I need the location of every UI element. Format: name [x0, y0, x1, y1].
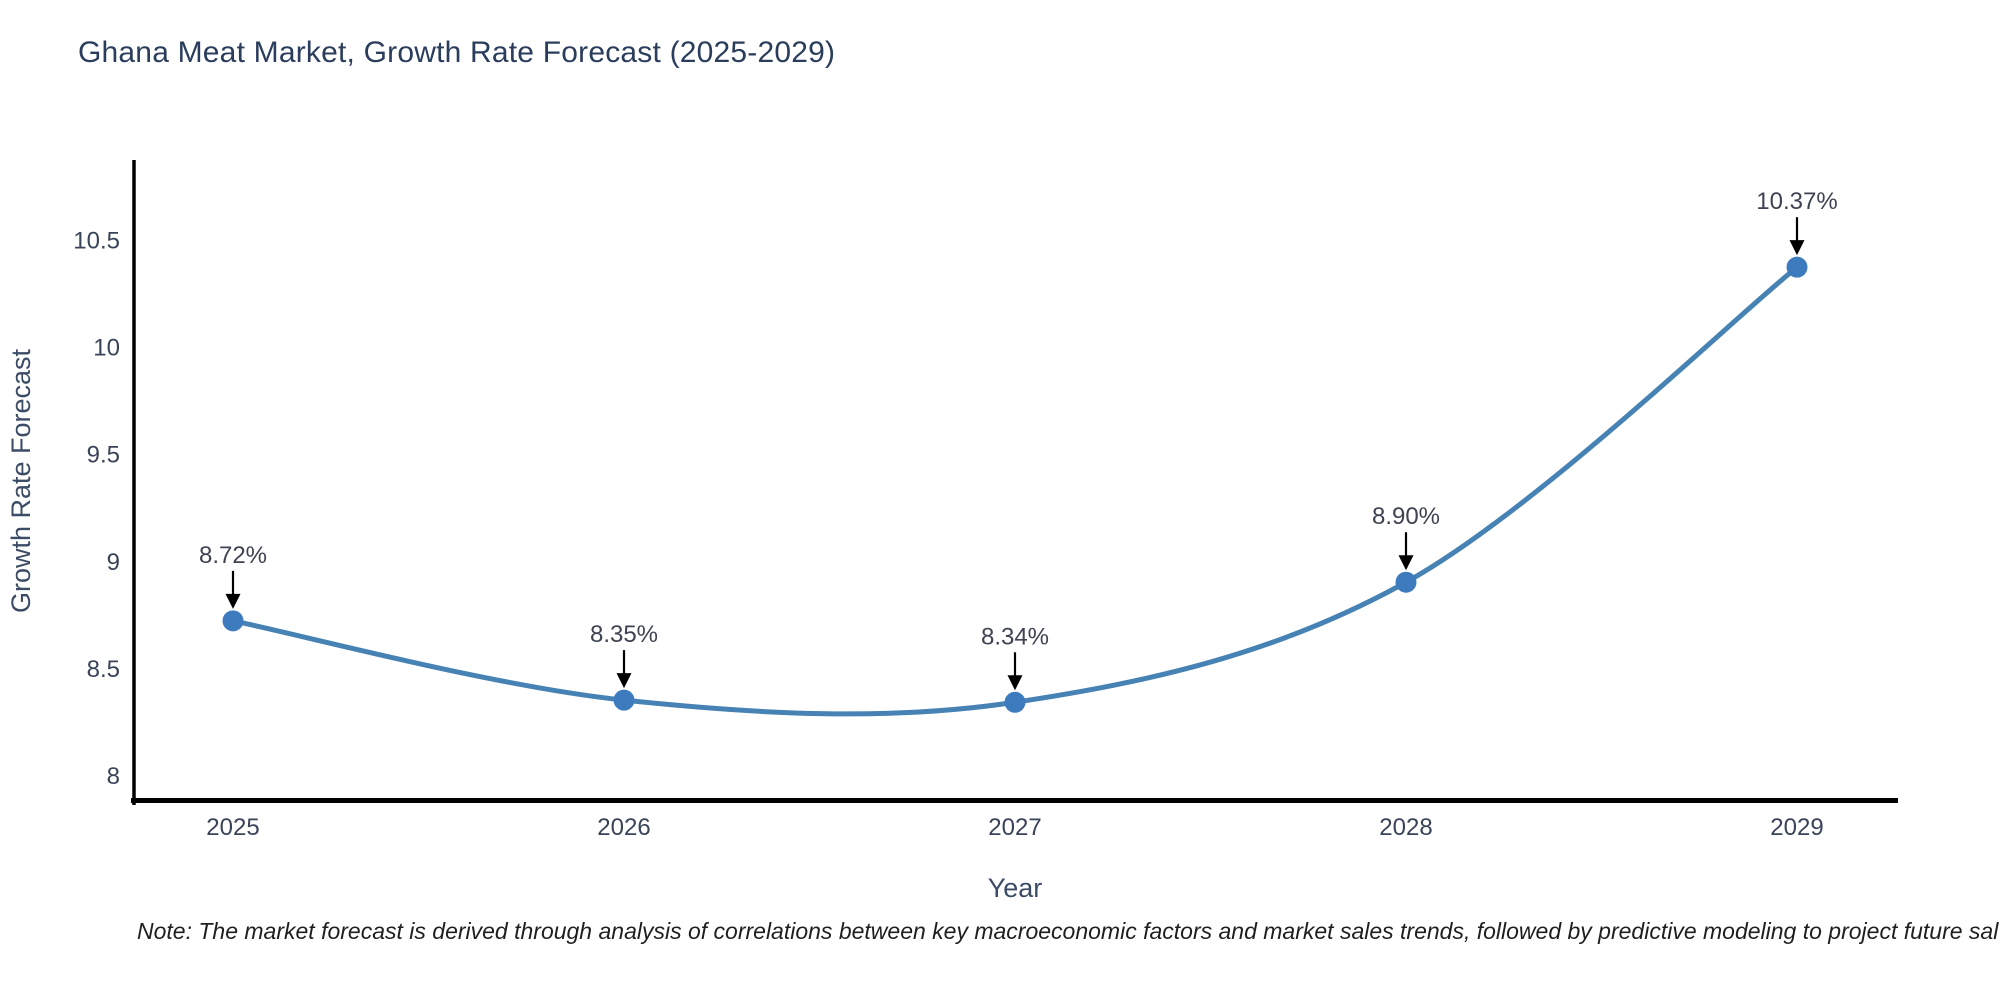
point-annotations: 8.72% 8.35% 8.34% 8.90% 10.37% [199, 188, 1838, 691]
y-tick-label: 10 [93, 334, 120, 361]
data-point-marker[interactable] [1786, 256, 1808, 278]
point-annotation: 8.35% [590, 621, 658, 689]
point-value-label: 8.72% [199, 542, 267, 569]
y-tick-label: 10.5 [73, 227, 120, 254]
annotation-arrowhead-icon [616, 673, 632, 689]
x-tick-label: 2026 [597, 814, 650, 841]
x-tick-label: 2028 [1379, 814, 1432, 841]
annotation-arrowhead-icon [1007, 675, 1023, 691]
point-value-label: 10.37% [1756, 188, 1837, 215]
point-value-label: 8.90% [1372, 503, 1440, 530]
point-annotation: 8.34% [981, 623, 1049, 691]
x-tick-label: 2029 [1770, 814, 1823, 841]
y-axis-title: Growth Rate Forecast [6, 348, 36, 613]
annotation-arrowhead-icon [225, 593, 241, 609]
y-tick-label: 9 [107, 549, 120, 576]
x-tick-label: 2027 [988, 814, 1041, 841]
x-tick-label: 2025 [206, 814, 259, 841]
point-value-label: 8.35% [590, 621, 658, 648]
point-value-label: 8.34% [981, 623, 1049, 650]
y-tick-label: 8.5 [87, 656, 120, 683]
annotation-arrowhead-icon [1398, 555, 1414, 571]
x-axis-tick-labels: 2025 2026 2027 2028 2029 [206, 814, 1823, 841]
data-point-marker[interactable] [1004, 691, 1026, 713]
y-axis-tick-labels: 8 8.5 9 9.5 10 10.5 [73, 227, 120, 790]
data-point-marker[interactable] [1395, 571, 1417, 593]
footnote: Note: The market forecast is derived thr… [137, 918, 1999, 944]
plot-series [222, 256, 1808, 717]
data-point-marker[interactable] [222, 610, 244, 632]
series-line [230, 264, 1800, 717]
chart-title: Ghana Meat Market, Growth Rate Forecast … [78, 36, 836, 69]
point-annotation: 8.90% [1372, 503, 1440, 571]
data-point-marker[interactable] [613, 689, 635, 711]
y-tick-label: 8 [107, 763, 120, 790]
annotation-arrowhead-icon [1789, 240, 1805, 256]
point-annotation: 8.72% [199, 542, 267, 609]
y-tick-label: 9.5 [87, 442, 120, 469]
plot-axes [131, 160, 1898, 805]
point-annotation: 10.37% [1756, 188, 1838, 256]
x-axis-title: Year [988, 873, 1043, 903]
